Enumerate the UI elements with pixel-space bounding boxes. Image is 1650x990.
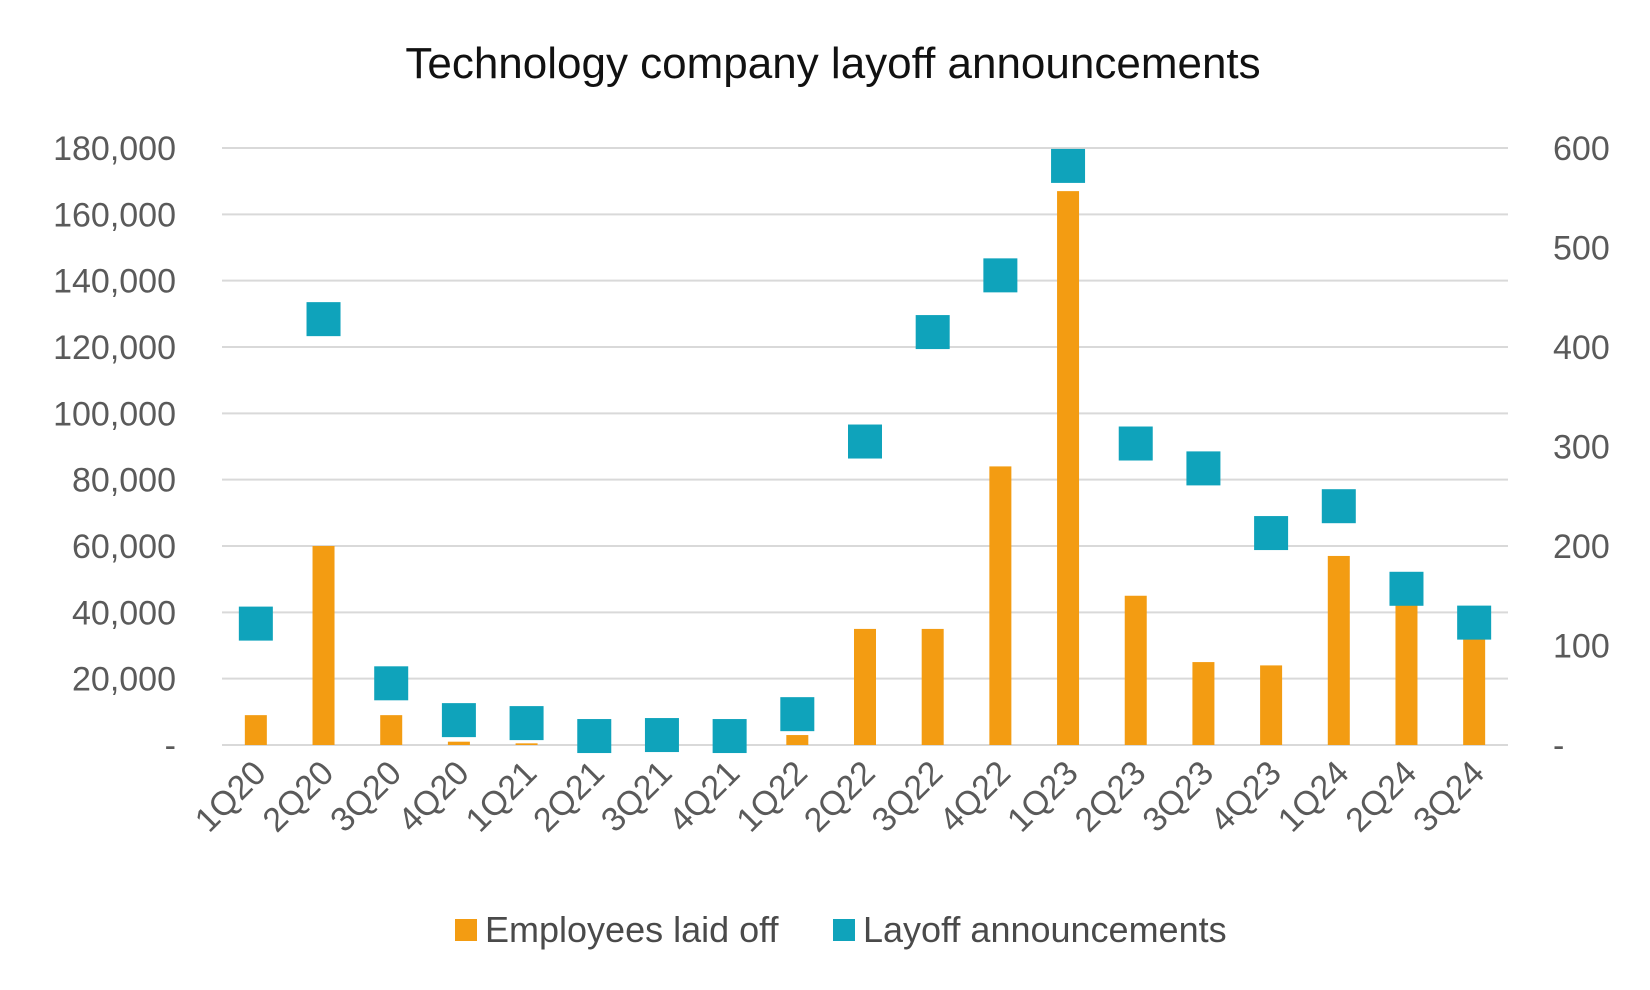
bar-4Q22 bbox=[989, 466, 1012, 745]
bar-1Q23 bbox=[1057, 191, 1080, 745]
right-tick-label: 400 bbox=[1553, 329, 1610, 367]
markers-layoff-announcements bbox=[238, 148, 1492, 754]
x-tick-label: 1Q20 bbox=[188, 754, 274, 840]
marker-2Q22 bbox=[848, 424, 882, 459]
marker-4Q21 bbox=[712, 719, 747, 754]
x-tick-label: 2Q23 bbox=[1068, 754, 1154, 840]
marker-4Q22 bbox=[983, 258, 1018, 293]
x-tick-label: 1Q23 bbox=[1000, 754, 1086, 840]
legend-swatch-employees-laid-off bbox=[455, 919, 477, 941]
marker-1Q21 bbox=[509, 706, 544, 741]
left-axis-ticks: - 20,000 40,000 60,000 80,000 100,000 120,000 1… bbox=[53, 130, 176, 765]
marker-1Q24 bbox=[1321, 489, 1356, 524]
left-tick-label: 20,000 bbox=[72, 661, 176, 699]
bar-2Q20 bbox=[312, 546, 335, 745]
right-tick-label: 200 bbox=[1553, 528, 1610, 566]
x-tick-label: 4Q22 bbox=[932, 754, 1018, 840]
right-tick-label: 600 bbox=[1553, 130, 1610, 168]
legend-swatch-layoff-announcements bbox=[833, 919, 855, 941]
marker-4Q23 bbox=[1254, 516, 1289, 551]
bar-3Q22 bbox=[921, 628, 944, 745]
x-tick-label: 4Q20 bbox=[391, 754, 477, 840]
x-tick-label: 3Q20 bbox=[323, 754, 409, 840]
right-tick-label: 300 bbox=[1553, 429, 1610, 467]
x-tick-label: 3Q24 bbox=[1406, 754, 1492, 840]
bar-4Q23 bbox=[1260, 665, 1283, 745]
chart-title: Technology company layoff announcements bbox=[405, 39, 1260, 88]
marker-1Q23 bbox=[1051, 148, 1086, 183]
bar-2Q23 bbox=[1124, 595, 1147, 745]
marker-2Q20 bbox=[306, 302, 341, 337]
legend-label-employees-laid-off: Employees laid off bbox=[485, 909, 780, 950]
marker-1Q22 bbox=[780, 697, 815, 732]
bar-2Q24 bbox=[1395, 602, 1418, 745]
x-tick-label: 4Q21 bbox=[662, 754, 748, 840]
bar-1Q22 bbox=[786, 735, 809, 745]
marker-2Q21 bbox=[577, 719, 612, 754]
left-tick-label: 100,000 bbox=[53, 395, 176, 433]
x-tick-label: 4Q23 bbox=[1203, 754, 1289, 840]
bar-2Q22 bbox=[854, 628, 876, 745]
bar-1Q20 bbox=[244, 715, 267, 745]
bar-3Q24 bbox=[1463, 635, 1486, 745]
marker-2Q23 bbox=[1118, 426, 1153, 461]
marker-1Q20 bbox=[238, 606, 273, 641]
marker-3Q20 bbox=[374, 666, 409, 701]
left-tick-label: 60,000 bbox=[72, 528, 176, 566]
marker-3Q24 bbox=[1457, 605, 1492, 640]
x-tick-label: 2Q24 bbox=[1338, 754, 1424, 840]
x-tick-label: 2Q22 bbox=[797, 754, 883, 840]
marker-3Q21 bbox=[644, 718, 679, 753]
right-tick-label: 500 bbox=[1553, 230, 1610, 268]
x-tick-label: 1Q21 bbox=[459, 754, 545, 840]
left-tick-label: - bbox=[165, 727, 176, 765]
bar-1Q24 bbox=[1327, 555, 1350, 745]
bars-employees-laid-off bbox=[244, 191, 1486, 745]
legend: Employees laid off Layoff announcements bbox=[455, 909, 1227, 950]
left-tick-label: 140,000 bbox=[53, 263, 176, 301]
right-tick-label: 100 bbox=[1553, 628, 1610, 666]
legend-label-layoff-announcements: Layoff announcements bbox=[863, 909, 1227, 950]
x-tick-label: 3Q23 bbox=[1135, 754, 1221, 840]
grid-lines bbox=[222, 147, 1508, 746]
x-tick-label: 3Q21 bbox=[594, 754, 680, 840]
right-axis-ticks: - 100 200 300 400 500 600 bbox=[1553, 130, 1610, 765]
left-tick-label: 160,000 bbox=[53, 196, 176, 234]
x-tick-label: 3Q22 bbox=[865, 754, 951, 840]
x-tick-label: 1Q22 bbox=[729, 754, 815, 840]
x-tick-label: 2Q21 bbox=[526, 754, 612, 840]
marker-2Q24 bbox=[1389, 571, 1424, 606]
left-tick-label: 40,000 bbox=[72, 594, 176, 632]
right-tick-label: - bbox=[1553, 727, 1564, 765]
bar-4Q20 bbox=[447, 741, 470, 745]
marker-3Q23 bbox=[1186, 451, 1221, 486]
x-tick-label: 2Q20 bbox=[255, 754, 341, 840]
left-tick-label: 80,000 bbox=[72, 462, 176, 500]
left-tick-label: 180,000 bbox=[53, 130, 176, 168]
bar-3Q20 bbox=[380, 715, 403, 745]
x-axis-ticks: 1Q202Q203Q204Q201Q212Q213Q214Q211Q222Q22… bbox=[188, 754, 1492, 840]
marker-3Q22 bbox=[915, 315, 950, 350]
bar-1Q21 bbox=[515, 743, 538, 745]
bar-3Q23 bbox=[1192, 662, 1215, 745]
marker-4Q20 bbox=[441, 703, 476, 738]
x-tick-label: 1Q24 bbox=[1271, 754, 1357, 840]
left-tick-label: 120,000 bbox=[53, 329, 176, 367]
